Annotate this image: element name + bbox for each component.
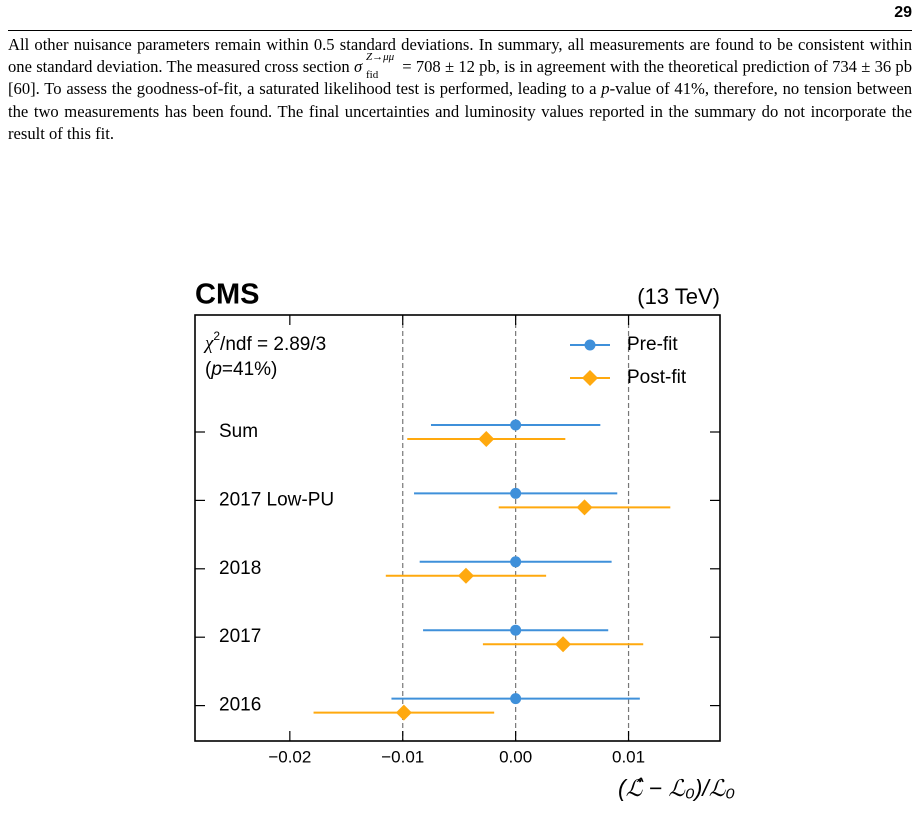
- math-symbol: p: [601, 79, 610, 99]
- text: All other nuisance parameters remain wit…: [8, 35, 912, 77]
- legend-marker: [584, 339, 596, 351]
- category-label: 2017 Low-PU: [219, 489, 334, 510]
- category-label: 2018: [219, 558, 261, 579]
- text: 2: [213, 329, 220, 343]
- text: = 708 ± 12 pb, is in agreement with the …: [8, 57, 912, 99]
- marker: [510, 624, 522, 636]
- marker: [510, 419, 522, 431]
- text: =41%): [222, 359, 277, 380]
- category-label: Sum: [219, 421, 258, 442]
- text: /ndf = 2.89/3: [220, 334, 326, 355]
- text: χ: [203, 333, 214, 354]
- x-tick-label: −0.02: [268, 747, 311, 766]
- text: (: [205, 359, 212, 380]
- legend-marker: [582, 370, 598, 386]
- annotation: (p=41%): [205, 359, 277, 380]
- marker: [457, 567, 474, 584]
- x-tick-label: 0.00: [499, 747, 532, 766]
- x-axis-label: (ℒ̂ − ℒ₀)/ℒ₀: [618, 775, 735, 801]
- marker: [510, 556, 522, 568]
- header-rule: [8, 30, 912, 31]
- chart-title: CMS: [195, 279, 259, 311]
- math-sup: Z→μμ: [365, 51, 395, 64]
- marker: [395, 704, 412, 721]
- annotation: χ2/ndf = 2.89/3: [203, 329, 326, 355]
- marker: [510, 693, 522, 705]
- math-sub: fid: [365, 69, 379, 82]
- marker: [478, 431, 495, 447]
- x-tick-label: −0.01: [381, 747, 424, 766]
- category-label: 2017: [219, 626, 261, 647]
- marker: [555, 636, 572, 653]
- plot-frame: [194, 314, 721, 742]
- page-number: 29: [894, 4, 912, 21]
- category-label: 2016: [219, 695, 261, 716]
- text: p: [210, 359, 222, 380]
- marker: [510, 487, 522, 499]
- paragraph: All other nuisance parameters remain wit…: [8, 34, 912, 145]
- energy-label: (13 TeV): [637, 284, 720, 309]
- legend-label: Post-fit: [627, 367, 687, 388]
- marker: [576, 499, 593, 516]
- math: σ Z→μμ fid: [353, 51, 398, 81]
- x-tick-label: 0.01: [612, 747, 645, 766]
- math-symbol: σ: [353, 57, 363, 77]
- text: -value of 41%, therefore, no tension bet…: [8, 79, 912, 143]
- legend-label: Pre-fit: [627, 334, 678, 355]
